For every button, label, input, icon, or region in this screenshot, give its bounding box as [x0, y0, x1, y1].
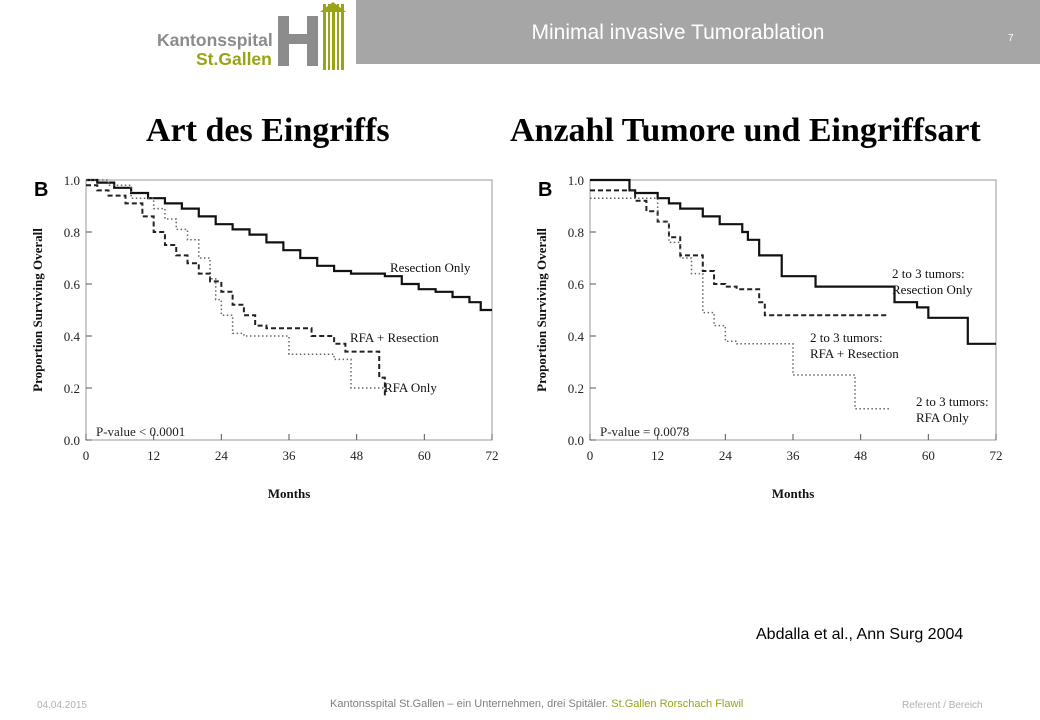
series-line-dashed: [86, 184, 386, 399]
footer-date: 04.04.2015: [37, 700, 88, 711]
series-label: Resection Only: [390, 260, 471, 275]
y-tick-label: 0.0: [568, 433, 584, 448]
x-tick-label: 12: [651, 448, 664, 463]
logo-line1: Kantonsspital: [157, 30, 273, 50]
plot-frame: [85, 179, 493, 441]
right-section-title: Anzahl Tumore und Eingriffsart: [510, 112, 981, 149]
left-section-title: Art des Eingriffs: [146, 112, 390, 149]
series-line-dashed: [590, 189, 889, 317]
survival-chart-procedure-type: B 0.0 0.2 0.4 0.6 0.8 1.0 0 12 24 36 48 60 72 Months Pr…: [30, 173, 499, 501]
x-axis-label: Months: [268, 486, 311, 501]
y-tick-label: 0.6: [568, 277, 585, 292]
series-label-line: Resection Only: [390, 260, 471, 275]
x-tick-label: 48: [350, 448, 363, 463]
x-tick-label: 12: [147, 448, 160, 463]
p-value-annotation: P-value = 0.0078: [600, 424, 689, 439]
series-label-line: 2 to 3 tumors:: [916, 394, 989, 409]
x-tick-label: 36: [787, 448, 801, 463]
series-line-dotted: [86, 179, 386, 394]
series-label: RFA Only: [384, 380, 437, 395]
series-label-line: 2 to 3 tumors:: [892, 266, 965, 281]
citation: Abdalla et al., Ann Surg 2004: [756, 626, 964, 643]
y-tick-label: 0.8: [64, 225, 80, 240]
x-tick-label: 36: [283, 448, 297, 463]
series-label-line: Resection Only: [892, 282, 973, 297]
footer-referent: Referent / Bereich: [902, 700, 983, 711]
footer-org-text: Kantonsspital St.Gallen – ein Unternehme…: [330, 698, 609, 710]
survival-chart-tumor-count: B 0.0 0.2 0.4 0.6 0.8 1.0 0 12 24 36 48 60 72 Months Pr…: [534, 173, 1003, 501]
y-tick-label: 0.6: [64, 277, 81, 292]
series-line-solid: [590, 178, 996, 345]
y-tick-label: 0.4: [64, 329, 81, 344]
y-tick-label: 0.4: [568, 329, 585, 344]
series-label-line: RFA Only: [384, 380, 437, 395]
series-label: RFA + Resection: [350, 330, 439, 345]
y-axis-label: Proportion Surviving Overall: [534, 228, 549, 392]
series-label: 2 to 3 tumors: Resection Only: [892, 266, 973, 297]
series-label: 2 to 3 tumors: RFA + Resection: [810, 330, 899, 361]
slide-title: Minimal invasive Tumorablation: [531, 21, 825, 44]
x-tick-label: 24: [719, 448, 733, 463]
footer-organization: Kantonsspital St.Gallen – ein Unternehme…: [330, 698, 743, 710]
series-line-solid: [86, 178, 492, 312]
x-tick-label: 0: [587, 448, 594, 463]
footer-locations: St.Gallen Rorschach Flawil: [611, 698, 744, 710]
x-axis-label: Months: [772, 486, 815, 501]
y-tick-label: 1.0: [568, 173, 584, 188]
y-tick-label: 0.0: [64, 433, 80, 448]
series-line-dotted: [590, 197, 889, 410]
header-bar: [356, 0, 1040, 64]
y-tick-label: 0.2: [64, 381, 80, 396]
p-value-annotation: P-value < 0.0001: [96, 424, 185, 439]
series-label: 2 to 3 tumors: RFA Only: [916, 394, 989, 425]
panel-label: B: [538, 179, 552, 201]
y-tick-label: 0.8: [568, 225, 584, 240]
series-label-line: RFA Only: [916, 410, 969, 425]
x-tick-label: 24: [215, 448, 229, 463]
x-tick-label: 60: [418, 448, 431, 463]
x-tick-label: 72: [990, 448, 1003, 463]
logo-mark-icon: [278, 2, 346, 70]
logo-line2: St.Gallen: [196, 49, 272, 69]
y-axis-label: Proportion Surviving Overall: [30, 228, 45, 392]
page-number: 7: [1008, 33, 1014, 44]
hospital-logo: Kantonsspital St.Gallen: [155, 0, 355, 72]
x-tick-label: 48: [854, 448, 867, 463]
y-tick-label: 0.2: [568, 381, 584, 396]
series-label-line: RFA + Resection: [350, 330, 439, 345]
x-tick-label: 0: [83, 448, 90, 463]
series-label-line: 2 to 3 tumors:: [810, 330, 883, 345]
panel-label: B: [34, 179, 48, 201]
series-label-line: RFA + Resection: [810, 346, 899, 361]
x-tick-label: 60: [922, 448, 935, 463]
x-tick-label: 72: [486, 448, 499, 463]
y-tick-label: 1.0: [64, 173, 80, 188]
